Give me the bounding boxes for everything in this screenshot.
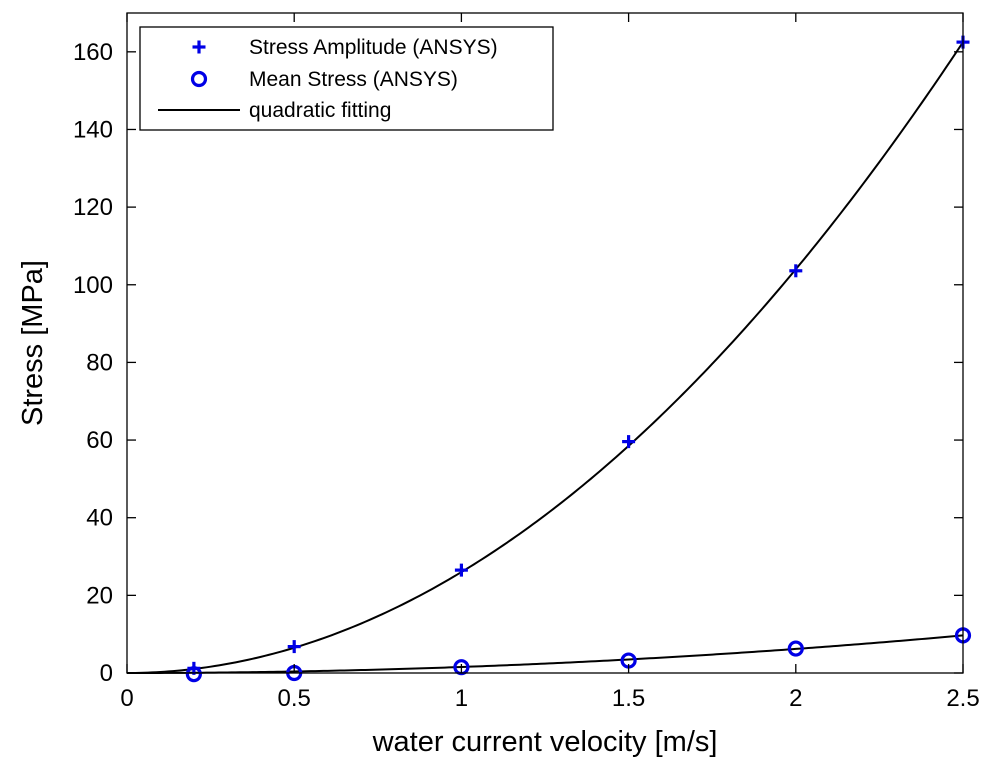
legend-label: Stress Amplitude (ANSYS) bbox=[249, 36, 498, 59]
x-tick-label: 1 bbox=[455, 685, 468, 712]
legend: Stress Amplitude (ANSYS) Mean Stress (ANS… bbox=[139, 26, 554, 131]
stress-amplitude-point bbox=[287, 640, 301, 654]
y-tick-label: 120 bbox=[73, 194, 113, 221]
legend-label: Mean Stress (ANSYS) bbox=[249, 68, 458, 91]
fit-curves bbox=[126, 41, 964, 674]
y-tick-label: 100 bbox=[73, 272, 113, 299]
mean-stress-point bbox=[787, 640, 804, 657]
x-tick-label: 1.5 bbox=[612, 685, 645, 712]
x-tick-label: 2 bbox=[789, 685, 802, 712]
y-tick-label: 140 bbox=[73, 116, 113, 143]
y-tick-label: 0 bbox=[100, 660, 113, 687]
mean-stress-point bbox=[185, 666, 202, 683]
x-tick-label: 2.5 bbox=[946, 685, 979, 712]
legend-box bbox=[139, 26, 554, 131]
y-tick-label: 20 bbox=[86, 582, 113, 609]
stress-amplitude-point bbox=[454, 563, 468, 577]
stress-amplitude-point bbox=[789, 264, 803, 278]
data-markers bbox=[185, 35, 972, 683]
legend-label: quadratic fitting bbox=[249, 99, 391, 122]
mean-stress-point bbox=[453, 659, 470, 676]
y-tick-labels: 0 20 40 60 80 100 120 140 160 bbox=[73, 39, 113, 687]
y-tick-label: 160 bbox=[73, 39, 113, 66]
x-tick-label: 0.5 bbox=[278, 685, 311, 712]
y-tick-label: 60 bbox=[86, 427, 113, 454]
fit-curve-1 bbox=[126, 41, 964, 674]
y-tick-label: 40 bbox=[86, 505, 113, 532]
x-tick-label: 0 bbox=[120, 685, 133, 712]
x-tick-labels: 0 0.5 1 1.5 2 2.5 bbox=[120, 685, 979, 712]
y-tick-label: 80 bbox=[86, 349, 113, 376]
fit-curve-2 bbox=[127, 634, 964, 674]
y-axis-label: Stress [MPa] bbox=[17, 260, 49, 426]
plot-frame bbox=[126, 12, 964, 674]
legend-plus-symbol bbox=[192, 40, 206, 54]
x-axis-label: water current velocity [m/s] bbox=[372, 726, 718, 758]
stress-amplitude-point bbox=[622, 435, 636, 449]
axis-ticks bbox=[126, 13, 964, 674]
legend-circle-symbol bbox=[190, 70, 208, 88]
